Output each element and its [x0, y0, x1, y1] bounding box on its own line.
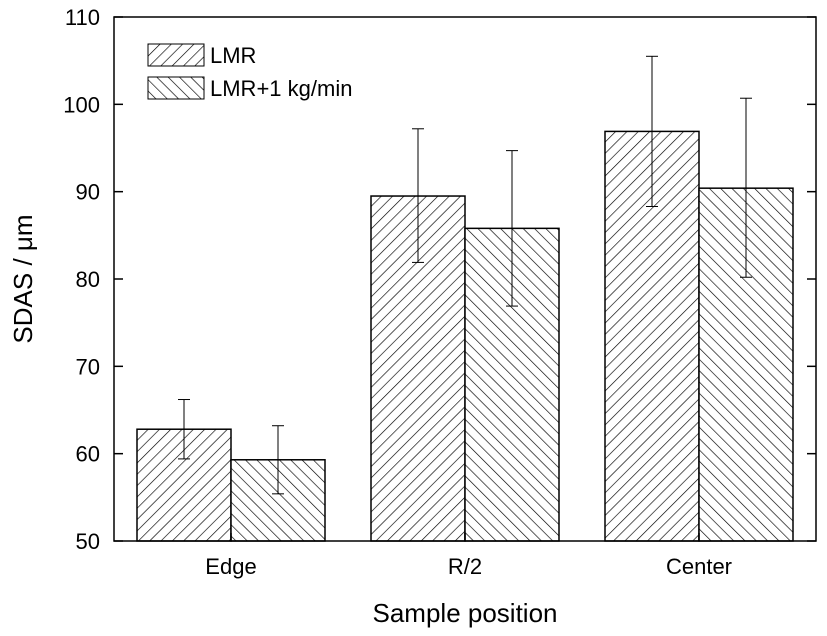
bar-lmr-1kg-0 — [230, 459, 326, 542]
error-bar — [646, 55, 658, 208]
x-tick-label: Center — [666, 554, 732, 579]
y-tick-label: 80 — [76, 267, 100, 292]
legend-label-lmr-1kg: LMR+1 kg/min — [210, 76, 352, 101]
error-bar — [740, 97, 752, 278]
legend-label-lmr: LMR — [210, 43, 256, 68]
y-tick-label: 70 — [76, 354, 100, 379]
error-bar — [272, 425, 284, 495]
error-bar — [506, 150, 518, 307]
bars-layer — [136, 130, 794, 542]
x-tick-label: R/2 — [448, 554, 482, 579]
y-tick-label: 60 — [76, 442, 100, 467]
legend-swatch-lmr — [147, 43, 205, 67]
y-tick-label: 90 — [76, 180, 100, 205]
y-axis-ticks: 50 60 70 80 90 100 110 — [63, 5, 816, 554]
x-axis-title: Sample position — [373, 598, 558, 628]
y-tick-label: 50 — [76, 529, 100, 554]
x-axis-ticks: Edge R/2 Center — [205, 533, 732, 579]
y-tick-label: 110 — [65, 5, 100, 30]
error-bars-layer — [178, 55, 752, 495]
legend-swatch-lmr-1kg — [147, 76, 205, 100]
legend: LMR LMR+1 kg/min — [147, 43, 352, 101]
y-tick-label: 100 — [63, 92, 100, 117]
x-tick-label: Edge — [205, 554, 256, 579]
error-bar — [412, 128, 424, 263]
y-axis-title: SDAS / μm — [8, 214, 38, 343]
error-bar — [178, 399, 190, 460]
